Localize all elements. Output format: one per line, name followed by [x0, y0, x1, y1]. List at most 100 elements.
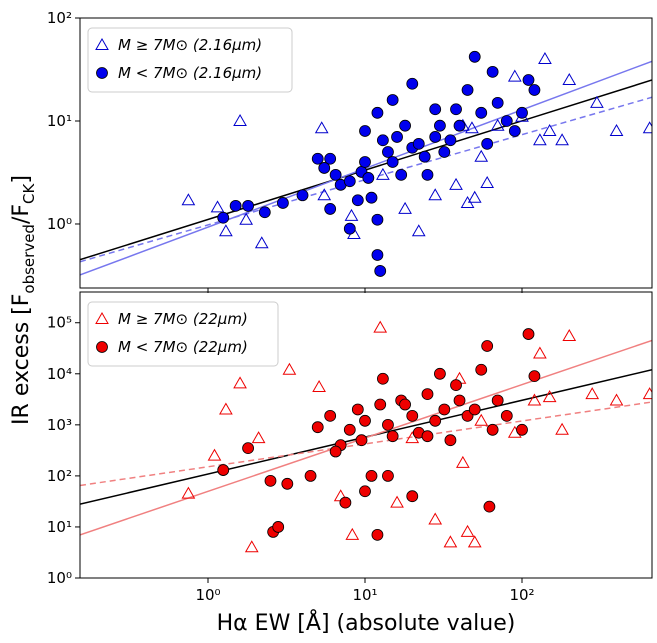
point	[429, 103, 442, 116]
point	[411, 224, 426, 237]
point	[434, 367, 446, 380]
point	[391, 131, 403, 143]
fit-line	[80, 60, 652, 276]
point	[382, 469, 394, 482]
point	[233, 113, 247, 126]
point	[474, 413, 489, 426]
frame	[79, 291, 653, 579]
point	[429, 414, 442, 427]
y-tick-label: 10⁵	[47, 314, 72, 332]
point	[324, 409, 337, 422]
point	[312, 380, 326, 393]
point	[533, 346, 547, 359]
point	[374, 398, 387, 411]
point	[371, 213, 384, 226]
point	[418, 150, 431, 163]
y-tick-label: 10¹	[47, 518, 72, 536]
point	[351, 194, 364, 207]
frame	[79, 17, 653, 289]
point	[311, 421, 324, 434]
point	[555, 133, 569, 146]
legend-label: M < 7M⊙ (2.16μm)	[118, 64, 262, 82]
point	[344, 208, 359, 221]
point	[491, 96, 504, 109]
point	[242, 442, 254, 455]
point	[254, 236, 269, 249]
point	[371, 106, 384, 119]
y-label-part: /F	[9, 204, 34, 224]
point	[421, 388, 434, 401]
point	[481, 340, 494, 352]
point	[399, 398, 411, 411]
point	[555, 422, 569, 435]
x-tick-label: 10²	[509, 586, 534, 604]
point	[181, 193, 196, 206]
point	[507, 69, 522, 82]
point	[386, 94, 399, 106]
point	[508, 125, 521, 137]
point	[217, 464, 230, 476]
point	[229, 199, 242, 212]
y-label-sub: CK	[20, 182, 38, 203]
legend-marker	[95, 37, 109, 50]
legend-marker	[96, 341, 108, 353]
point	[207, 448, 222, 461]
point	[373, 320, 388, 333]
point	[453, 119, 466, 132]
point	[455, 455, 470, 468]
point	[443, 535, 458, 548]
point	[359, 414, 371, 427]
point	[376, 134, 389, 147]
y-label-sub: observed	[20, 224, 38, 294]
point	[500, 409, 513, 422]
point	[314, 121, 329, 134]
point	[486, 65, 499, 78]
point	[474, 149, 489, 162]
point	[406, 409, 419, 422]
point	[324, 152, 337, 165]
legend: M ≥ 7M⊙ (22μm) M < 7M⊙ (22μm)	[87, 301, 279, 367]
point	[467, 190, 482, 203]
point	[317, 188, 332, 201]
plot-area	[80, 50, 652, 277]
point	[522, 328, 535, 340]
point	[242, 199, 254, 212]
point	[382, 418, 394, 431]
point	[429, 131, 442, 143]
point	[362, 172, 375, 184]
fit-line	[80, 96, 652, 263]
point	[210, 200, 225, 213]
point	[475, 106, 488, 119]
point	[359, 156, 371, 168]
point	[562, 72, 577, 86]
point	[181, 486, 196, 499]
point	[329, 445, 342, 458]
x-tick-label: 10⁰	[195, 586, 220, 604]
point	[345, 527, 360, 540]
y-tick-label: 10²	[47, 467, 72, 485]
legend-box	[87, 27, 293, 93]
point	[233, 376, 247, 389]
y-tick-label: 10⁰	[47, 215, 72, 233]
point	[272, 521, 285, 533]
point	[359, 125, 371, 137]
point	[343, 175, 356, 188]
point	[450, 103, 462, 116]
fit-line	[80, 401, 652, 487]
y-label-part: ]	[9, 175, 34, 184]
legend-label: M ≥ 7M⊙ (22μm)	[118, 310, 248, 328]
point	[480, 175, 495, 188]
point	[421, 168, 434, 181]
point	[339, 496, 352, 509]
point	[304, 469, 317, 482]
point	[395, 168, 408, 181]
point	[376, 372, 389, 385]
point	[355, 434, 368, 447]
point	[219, 402, 233, 415]
point	[264, 474, 277, 487]
point	[371, 249, 384, 261]
point	[318, 162, 331, 174]
y-tick-label: 10³	[47, 416, 72, 434]
point	[258, 206, 271, 219]
point	[609, 393, 624, 406]
